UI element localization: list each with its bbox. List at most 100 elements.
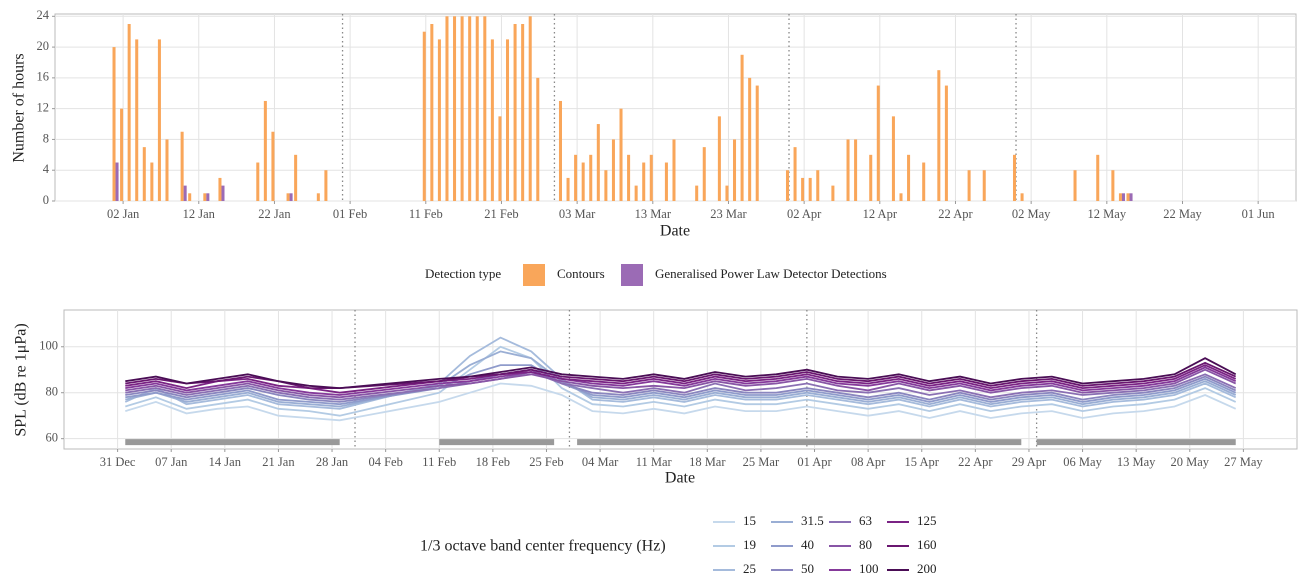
series-line — [125, 366, 1237, 396]
bar — [619, 108, 623, 201]
bar — [581, 162, 585, 201]
x-tick-label: 12 Jan — [183, 207, 216, 221]
x-tick-label: 18 Mar — [689, 455, 726, 469]
bar — [740, 54, 744, 201]
x-tick-label: 01 Apr — [797, 455, 832, 469]
bar — [468, 16, 472, 202]
bar — [672, 139, 676, 201]
x-tick-label: 22 Apr — [958, 455, 993, 469]
y-axis-title: SPL (dB re 1μPa) — [13, 323, 30, 436]
legend-label: 19 — [743, 537, 756, 552]
series-line — [125, 364, 1237, 394]
bar — [437, 39, 441, 201]
series-line — [125, 364, 1237, 406]
x-tick-label: 25 Feb — [529, 455, 563, 469]
bar — [294, 154, 298, 201]
series-line — [125, 368, 1237, 403]
series-line — [125, 371, 1237, 401]
bar — [702, 147, 706, 201]
x-tick-label: 11 Feb — [409, 207, 443, 221]
legend-label: 31.5 — [801, 513, 824, 528]
legend-label: 125 — [917, 513, 937, 528]
series-line — [125, 350, 1237, 408]
bar — [157, 39, 161, 201]
bar — [717, 116, 721, 201]
bar — [566, 177, 570, 201]
x-tick-label: 21 Feb — [484, 207, 518, 221]
bar — [642, 162, 646, 201]
legend-label: 200 — [917, 561, 937, 575]
legend-title: Detection type — [425, 266, 501, 281]
bar — [1111, 170, 1115, 201]
series-line — [125, 361, 1237, 389]
y-tick-label: 100 — [39, 339, 58, 353]
bar — [271, 131, 275, 201]
x-tick-label: 12 May — [1088, 207, 1127, 221]
x-tick-label: 02 May — [1012, 207, 1051, 221]
bar — [498, 116, 502, 201]
bar — [460, 16, 464, 202]
bar — [1129, 193, 1133, 201]
x-tick-label: 06 May — [1063, 455, 1102, 469]
legend-label: 40 — [801, 537, 814, 552]
bar — [733, 139, 737, 201]
bar — [854, 139, 858, 201]
bar — [142, 147, 146, 201]
bar — [536, 77, 540, 201]
x-tick-label: 08 Apr — [851, 455, 886, 469]
bar — [422, 31, 426, 202]
bar — [112, 47, 116, 202]
bar — [558, 100, 562, 201]
bar — [1020, 193, 1024, 201]
bar — [1012, 154, 1017, 201]
bar — [922, 162, 926, 201]
legend-label: 160 — [917, 537, 937, 552]
bar — [808, 177, 812, 201]
bar — [135, 39, 139, 201]
bar — [1096, 154, 1100, 201]
series-line — [125, 357, 1237, 390]
series-line — [125, 345, 1237, 417]
y-tick-label: 4 — [43, 162, 50, 176]
bar — [150, 162, 154, 201]
bar — [967, 170, 971, 201]
bar — [891, 116, 895, 201]
bar — [1118, 193, 1122, 201]
x-tick-label: 04 Mar — [582, 455, 619, 469]
bar — [748, 77, 752, 201]
bar — [115, 162, 119, 201]
bar — [611, 139, 615, 201]
bar — [286, 193, 290, 201]
bar — [180, 131, 184, 201]
x-tick-label: 18 Feb — [476, 455, 510, 469]
y-tick-label: 60 — [46, 431, 59, 445]
x-axis-title: Date — [660, 223, 690, 240]
bar — [203, 193, 207, 201]
bar — [876, 85, 880, 201]
x-tick-label: 25 Mar — [743, 455, 780, 469]
x-tick-label: 20 May — [1171, 455, 1210, 469]
bar — [982, 170, 986, 201]
bar — [475, 16, 479, 202]
legend-label: 25 — [743, 561, 756, 575]
x-tick-label: 01 Feb — [333, 207, 367, 221]
y-tick-label: 0 — [43, 193, 49, 207]
y-tick-label: 16 — [37, 70, 50, 84]
bar — [1126, 193, 1130, 201]
bar — [793, 147, 797, 201]
x-tick-label: 02 Jan — [107, 207, 140, 221]
bar — [695, 185, 699, 201]
y-tick-label: 24 — [37, 8, 50, 22]
bar — [1073, 170, 1077, 201]
y-tick-label: 8 — [43, 131, 49, 145]
bar — [183, 185, 187, 201]
x-tick-label: 13 Mar — [635, 207, 672, 221]
bar — [316, 193, 320, 201]
bar — [831, 185, 835, 201]
bar — [604, 170, 608, 201]
x-tick-label: 15 Apr — [905, 455, 940, 469]
bar — [846, 139, 850, 201]
x-axis-title: Date — [665, 470, 695, 487]
legend-swatch — [523, 264, 545, 286]
